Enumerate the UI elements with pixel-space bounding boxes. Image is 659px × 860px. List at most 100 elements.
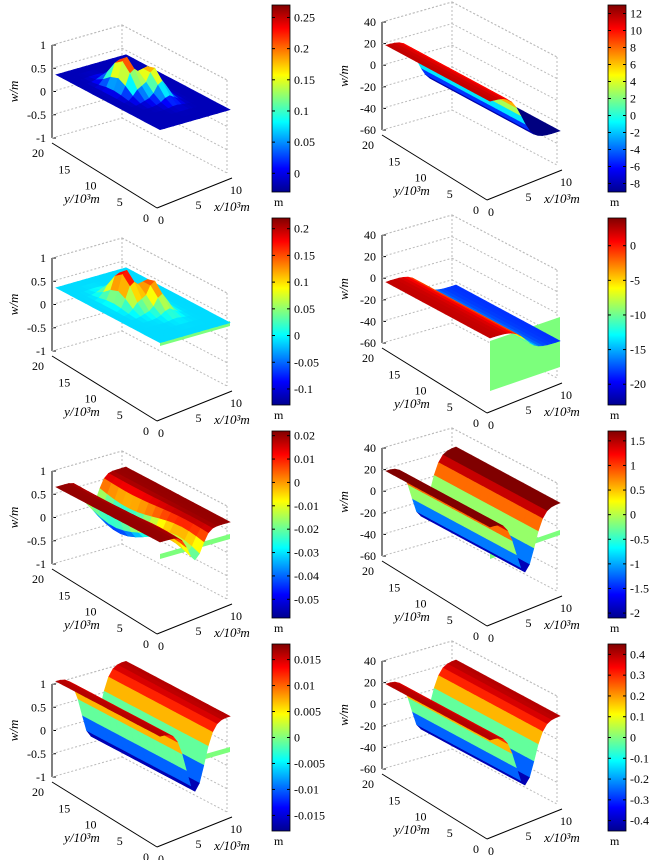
surface-cell [481, 332, 496, 339]
grid-line [381, 449, 453, 471]
y-tick-label: 5 [117, 408, 123, 422]
y-tick-label: 20 [32, 572, 44, 586]
z-axis-label: w/m [336, 704, 351, 726]
z-tick-label: -20 [360, 506, 376, 520]
colorbar-tick-label: 10 [630, 24, 642, 38]
colorbar-tick-label: 0.3 [630, 668, 645, 682]
y-axis-label: y/10³m [62, 404, 100, 419]
y-tick-label: 15 [58, 588, 70, 602]
y-axis-label: y/10³m [62, 191, 100, 206]
colorbar-tick-label: 1.5 [630, 434, 645, 448]
grid-line [381, 640, 453, 662]
grid-line [51, 117, 123, 139]
colorbar-tick-label: 4 [630, 75, 636, 89]
y-tick-label: 5 [117, 834, 123, 848]
z-tick-label: 0 [370, 697, 376, 711]
y-tick-label: 0 [473, 416, 479, 430]
x-axis-label: x/10³m [543, 617, 580, 632]
y-tick-label: 20 [32, 785, 44, 799]
y-tick-label: 0 [143, 211, 149, 225]
colorbar-tick-label: 0.015 [294, 653, 321, 667]
grid-line [381, 214, 453, 236]
y-tick-label: 20 [32, 146, 44, 160]
grid-line [51, 450, 123, 472]
x-tick-label: 0 [158, 426, 164, 440]
y-axis-label: y/10³m [62, 830, 100, 845]
x-tick-label: 5 [196, 411, 202, 425]
colorbar-tick-label: 0 [630, 109, 636, 123]
x-axis-label: x/10³m [213, 625, 250, 640]
colorbar-tick-label: -0.02 [294, 522, 319, 536]
colorbar-tick-label: -0.04 [294, 569, 319, 583]
surface-cell [481, 734, 496, 741]
colorbar-tick-label: 0 [630, 508, 636, 522]
z-tick-label: 20 [364, 37, 376, 51]
colorbar-unit: m [610, 834, 620, 848]
y-tick-label: 0 [143, 850, 149, 860]
colorbar [607, 217, 627, 406]
y-tick-label: 15 [388, 367, 400, 381]
z-axis-label: w/m [6, 507, 21, 529]
y-axis [381, 773, 488, 840]
z-tick-label: 0 [370, 484, 376, 498]
z-tick-label: -60 [360, 549, 376, 563]
x-tick-label: 5 [196, 198, 202, 212]
z-tick-label: 0.5 [31, 274, 46, 288]
z-tick-label: -40 [360, 527, 376, 541]
z-tick-label: -20 [360, 293, 376, 307]
y-tick-label: 5 [447, 613, 453, 627]
z-tick-label: 40 [364, 441, 376, 455]
x-tick-label: 10 [230, 396, 242, 410]
z-tick-label: 20 [364, 676, 376, 690]
x-tick-label: 0 [488, 631, 494, 645]
colorbar-tick-label: 8 [630, 41, 636, 55]
grid-line [381, 322, 453, 344]
colorbar-tick-label: -0.015 [294, 808, 325, 822]
surface-cell [481, 521, 496, 528]
y-tick-label: 10 [415, 171, 427, 185]
colorbar-tick-label: 0 [630, 239, 636, 253]
colorbar-unit: m [274, 834, 284, 848]
z-tick-label: -60 [360, 762, 376, 776]
colorbar-unit: m [274, 195, 284, 209]
y-tick-label: 10 [85, 392, 97, 406]
y-axis [381, 347, 488, 414]
y-axis [51, 355, 158, 422]
z-axis-label: w/m [336, 491, 351, 513]
y-tick-label: 15 [388, 580, 400, 594]
colorbar-tick-label: -0.1 [294, 382, 313, 396]
colorbar-tick-label: -1 [630, 557, 640, 571]
colorbar [607, 430, 627, 619]
z-tick-label: 0 [40, 298, 46, 312]
x-tick-label: 10 [230, 822, 242, 836]
colorbar-unit: m [274, 408, 284, 422]
y-axis [51, 781, 158, 848]
grid-line [51, 330, 123, 352]
surface-cell [151, 337, 166, 344]
x-tick-label: 10 [230, 609, 242, 623]
x-tick-label: 0 [488, 844, 494, 858]
colorbar-tick-label: -10 [630, 308, 646, 322]
y-tick-label: 15 [58, 801, 70, 815]
z-tick-label: 40 [364, 654, 376, 668]
y-axis [51, 142, 158, 209]
colorbar-tick-label: 0 [294, 329, 300, 343]
z-tick-label: 1 [40, 251, 46, 265]
x-tick-label: 10 [560, 388, 572, 402]
y-tick-label: 20 [32, 359, 44, 373]
x-tick-label: 5 [196, 837, 202, 851]
z-tick-label: 0 [370, 271, 376, 285]
colorbar-tick-label: -0.4 [630, 814, 649, 828]
z-axis-label: w/m [336, 65, 351, 87]
surface [385, 42, 561, 136]
z-tick-label: 0.5 [31, 700, 46, 714]
z-axis-label: w/m [336, 278, 351, 300]
surface-cell [151, 124, 166, 131]
colorbar-tick-label: 0.005 [294, 705, 321, 719]
y-tick-label: 20 [362, 777, 374, 791]
z-tick-label: -20 [360, 719, 376, 733]
z-tick-label: -40 [360, 314, 376, 328]
